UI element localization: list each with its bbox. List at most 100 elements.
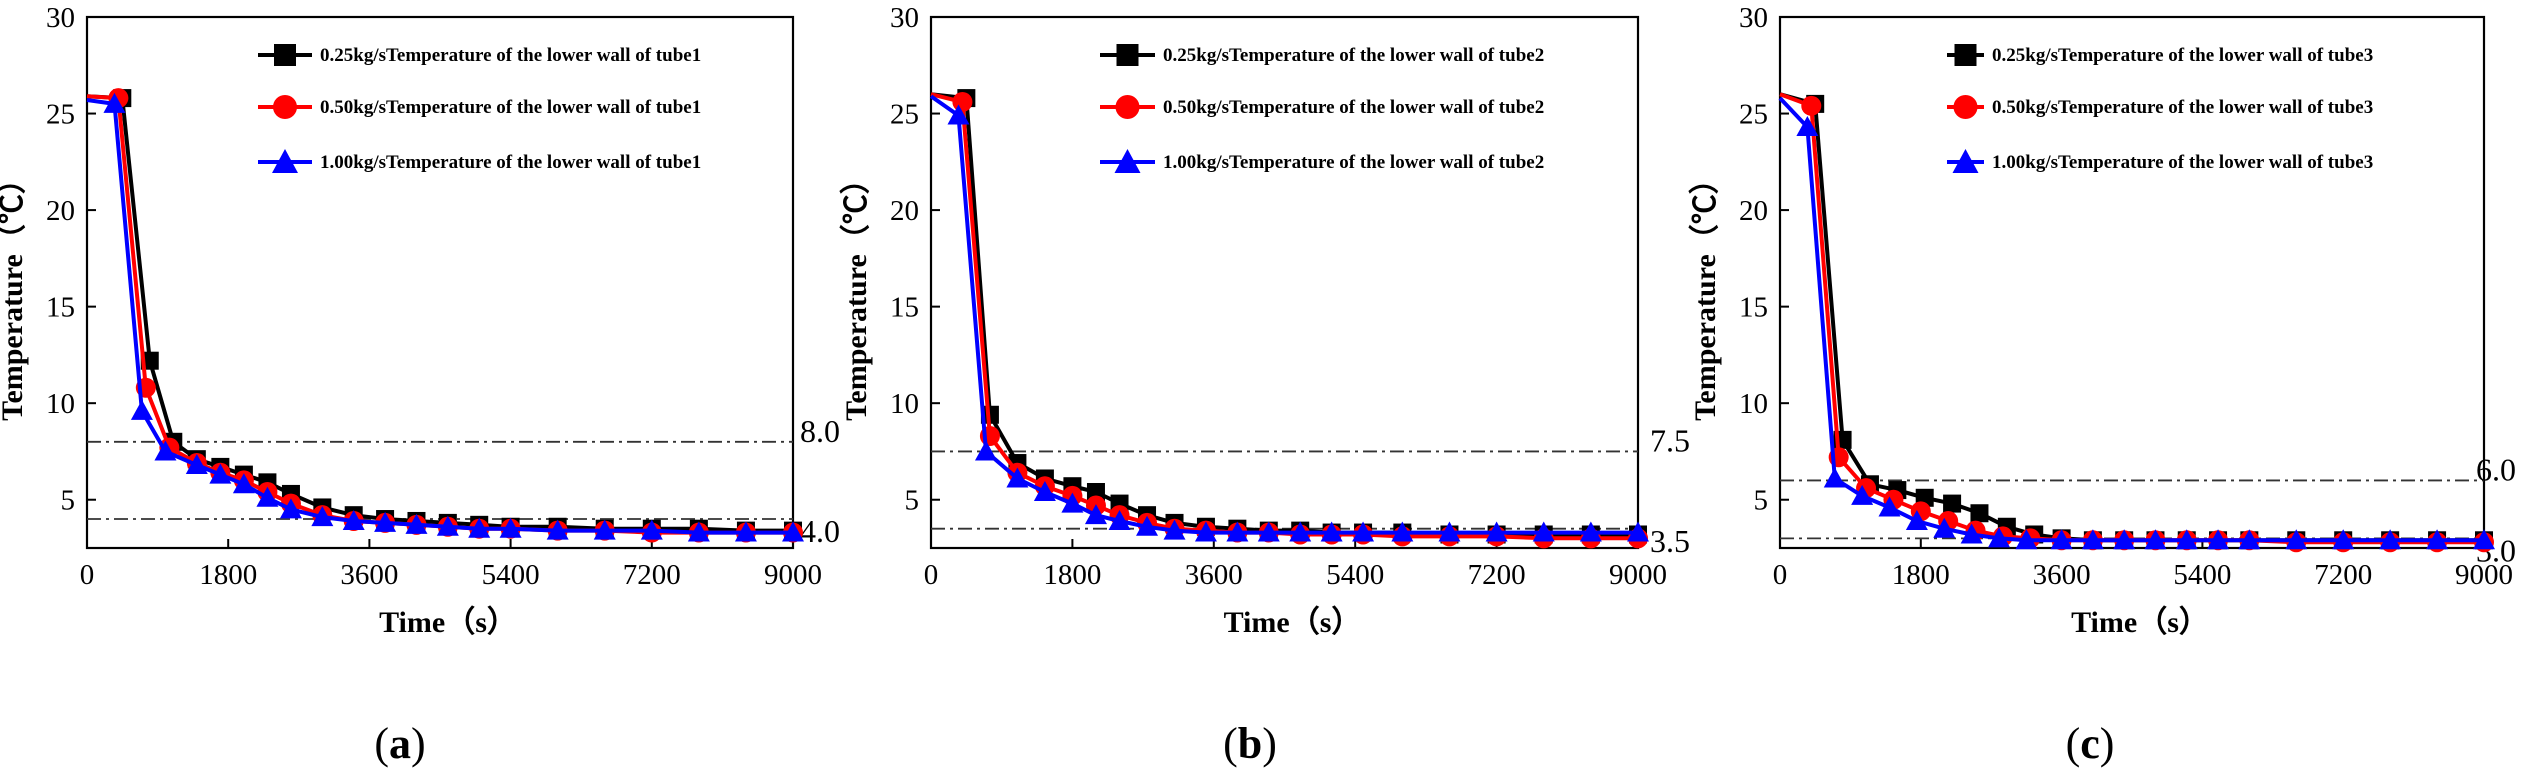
data-point-marker — [2113, 529, 2136, 550]
data-point-marker — [1352, 521, 1375, 542]
data-point-marker — [2285, 529, 2308, 550]
x-axis-label: Time（s） — [1224, 605, 1362, 639]
data-point-marker — [2379, 529, 2402, 550]
data-point-marker — [974, 440, 997, 461]
data-point-marker — [1086, 483, 1105, 502]
panel-caption: (b) — [1223, 719, 1277, 768]
chart-panel-a: 5 10 15 20 25 30 0 1800 3600 5400 7200 9000 Time（s） T… — [0, 2, 840, 768]
data-point-marker — [1438, 521, 1461, 542]
y-tick-label: 10 — [890, 388, 919, 420]
x-tick-label: 1800 — [199, 559, 257, 591]
panel-caption: (a) — [374, 719, 425, 768]
y-tick-label: 15 — [890, 292, 919, 324]
data-point-marker — [1823, 467, 1846, 488]
data-point-marker — [436, 515, 459, 536]
data-point-marker — [2332, 529, 2355, 550]
data-point-marker — [342, 509, 365, 530]
series-line — [86, 98, 793, 535]
legend-marker — [273, 95, 297, 119]
data-point-marker — [2426, 529, 2449, 550]
data-point-marker — [1006, 467, 1029, 488]
caption-open-paren: ( — [374, 719, 389, 768]
y-tick-label: 20 — [1739, 195, 1768, 227]
data-point-marker — [1878, 496, 1901, 517]
legend-entry-label: 1.00kg/sTemperature of the lower wall of… — [320, 152, 701, 173]
x-tick-label: 5400 — [2173, 559, 2231, 591]
data-point-marker — [546, 519, 569, 540]
data-point-marker — [1988, 527, 2011, 548]
chart-panel-b: 5 10 15 20 25 30 0 1800 3600 5400 7200 9000 Time（s） T… — [839, 2, 1690, 768]
data-point-marker — [1933, 517, 1956, 538]
data-point-marker — [1320, 521, 1343, 542]
legend-marker — [1114, 149, 1141, 173]
legend-entry-label: 0.25kg/sTemperature of the lower wall of… — [1992, 45, 2373, 66]
y-tick-label: 20 — [890, 195, 919, 227]
x-axis-label: Time（s） — [379, 605, 517, 639]
plot-frame — [929, 15, 1640, 550]
y-tick-label: 30 — [46, 2, 75, 34]
data-point-marker — [1970, 504, 1989, 523]
data-point-marker — [1796, 116, 1819, 137]
y-tick-label: 5 — [905, 485, 920, 517]
y-axis-label: Temperature（℃） — [1688, 164, 1722, 421]
series-3 — [86, 92, 804, 542]
legend-marker — [1116, 44, 1139, 66]
data-point-marker — [209, 463, 232, 484]
data-point-marker — [130, 399, 153, 420]
data-point-marker — [2144, 529, 2167, 550]
data-point-marker — [1084, 504, 1107, 525]
plot-frame — [85, 15, 795, 550]
data-point-marker — [1061, 492, 1084, 513]
series-3 — [929, 94, 1649, 542]
x-tick-label: 0 — [80, 559, 95, 591]
data-point-marker — [1532, 521, 1555, 542]
data-point-marker — [687, 521, 710, 542]
x-tick-label: 5400 — [1326, 559, 1384, 591]
legend: 0.25kg/sTemperature of the lower wall of… — [258, 44, 701, 173]
y-axis-label: Temperature（℃） — [839, 164, 873, 421]
data-point-marker — [499, 517, 522, 538]
x-tick-label: 5400 — [482, 559, 540, 591]
x-tick-label: 9000 — [764, 559, 822, 591]
legend: 0.25kg/sTemperature of the lower wall of… — [1947, 44, 2373, 173]
y-tick-label: 30 — [1739, 2, 1768, 34]
caption-letter: b — [1238, 719, 1262, 768]
data-point-marker — [947, 104, 970, 125]
data-point-marker — [1257, 521, 1280, 542]
legend-marker — [272, 149, 298, 173]
data-point-marker — [405, 513, 428, 534]
legend-entry-label: 0.50kg/sTemperature of the lower wall of… — [320, 97, 701, 118]
y-tick-label: 15 — [46, 292, 75, 324]
data-point-marker — [1943, 494, 1962, 513]
data-point-marker — [2238, 529, 2261, 550]
caption-open-paren: ( — [2066, 719, 2081, 768]
data-point-marker — [640, 519, 663, 540]
y-tick-label: 15 — [1739, 292, 1768, 324]
caption-close-paren: ) — [2100, 719, 2115, 768]
series-line — [1778, 96, 2484, 543]
y-tick-label: 10 — [46, 388, 75, 420]
legend-entry-label: 0.25kg/sTemperature of the lower wall of… — [1163, 45, 1544, 66]
data-point-marker — [1485, 521, 1508, 542]
legend-entry-label: 0.50kg/sTemperature of the lower wall of… — [1992, 97, 2373, 118]
y-tick-label: 30 — [890, 2, 919, 34]
x-tick-label: 3600 — [2033, 559, 2091, 591]
data-point-marker — [593, 519, 616, 540]
reference-line-label: 8.0 — [800, 413, 840, 449]
reference-line-label: 4.0 — [800, 513, 840, 549]
data-point-marker — [1905, 509, 1928, 530]
legend-entry-label: 0.50kg/sTemperature of the lower wall of… — [1163, 97, 1544, 118]
caption-letter: c — [2080, 719, 2100, 768]
x-axis-label: Time（s） — [2071, 605, 2209, 639]
data-point-marker — [952, 91, 973, 112]
legend-entry-label: 1.00kg/sTemperature of the lower wall of… — [1163, 152, 1544, 173]
data-point-marker — [1579, 521, 1602, 542]
caption-close-paren: ) — [411, 719, 426, 768]
data-point-marker — [311, 506, 334, 527]
reference-line-label: 3.5 — [1650, 523, 1690, 559]
data-point-marker — [103, 92, 126, 113]
data-point-marker — [256, 486, 279, 507]
data-point-marker — [1194, 521, 1217, 542]
legend: 0.25kg/sTemperature of the lower wall of… — [1100, 44, 1544, 173]
